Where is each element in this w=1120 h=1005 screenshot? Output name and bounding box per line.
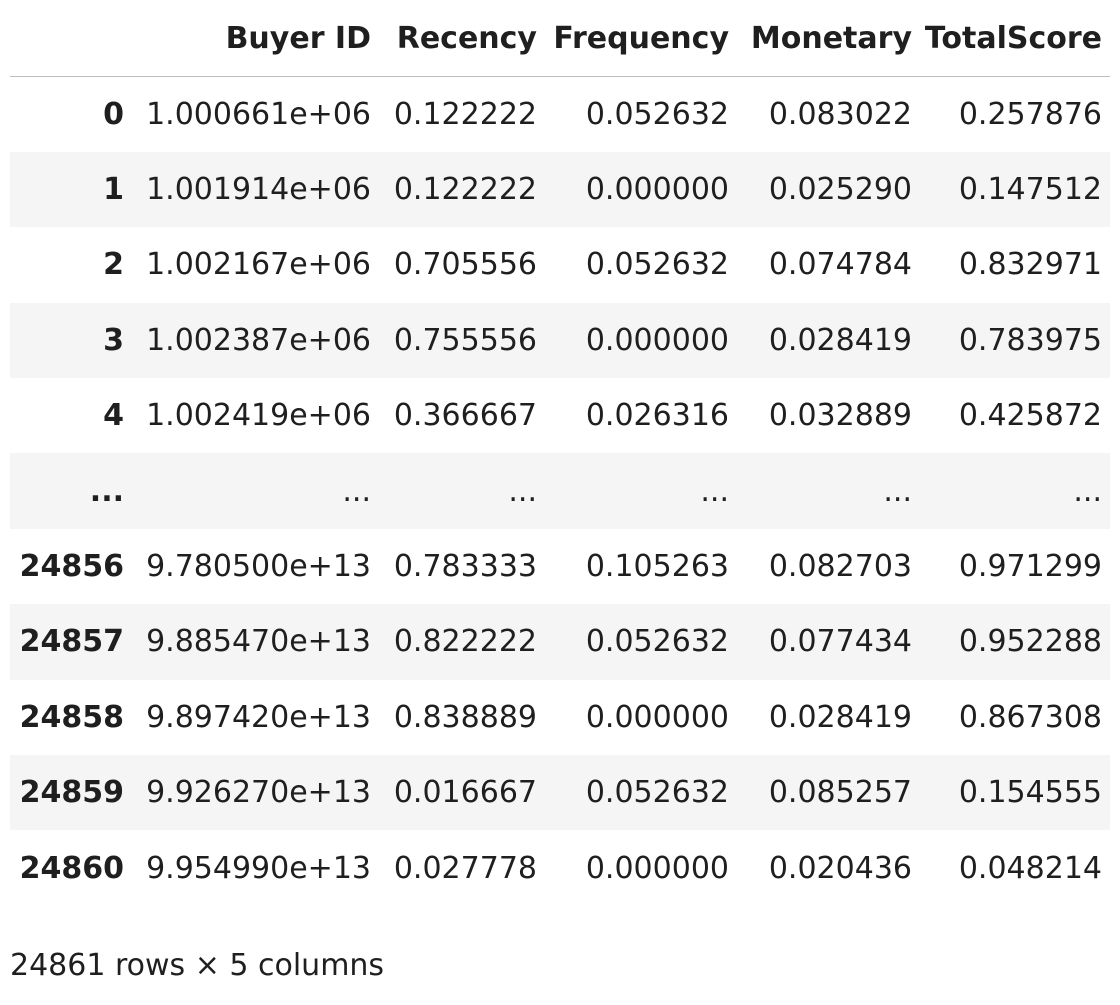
ellipsis-row: ... ... ... ... ... ...	[10, 453, 1110, 529]
cell-buyer-id: 1.002167e+06	[146, 247, 371, 283]
cell-totalscore: 0.425872	[958, 398, 1102, 434]
cell-monetary: 0.082703	[768, 549, 912, 585]
cell-totalscore: 0.783975	[958, 322, 1102, 358]
table-row: 3 1.002387e+06 0.755556 0.000000 0.02841…	[10, 302, 1110, 379]
cell-recency: 0.122222	[393, 96, 537, 132]
column-header-monetary: Monetary	[737, 0, 920, 77]
dataframe-shape-info: 24861 rows × 5 columns	[10, 948, 385, 983]
cell-totalscore: 0.952288	[958, 624, 1102, 660]
table-row: 0 1.000661e+06 0.122222 0.052632 0.08302…	[10, 77, 1110, 152]
row-index: 3	[103, 322, 124, 358]
cell-buyer-id: 1.000661e+06	[146, 96, 371, 132]
cell-recency: 0.822222	[393, 624, 537, 660]
dataframe-table: Buyer ID Recency Frequency Monetary Tota…	[10, 0, 1110, 906]
cell-totalscore: 0.867308	[958, 699, 1102, 735]
cell-totalscore: 0.048214	[958, 850, 1102, 886]
cell-recency: ...	[508, 473, 537, 509]
cell-recency: 0.122222	[393, 172, 537, 208]
table-row: 2 1.002167e+06 0.705556 0.052632 0.07478…	[10, 227, 1110, 302]
cell-recency: 0.705556	[393, 247, 537, 283]
cell-recency: 0.027778	[393, 850, 537, 886]
table-row: 1 1.001914e+06 0.122222 0.000000 0.02529…	[10, 151, 1110, 228]
cell-monetary: 0.025290	[768, 172, 912, 208]
cell-frequency: 0.105263	[585, 549, 729, 585]
cell-totalscore: 0.257876	[958, 96, 1102, 132]
cell-recency: 0.783333	[393, 549, 537, 585]
cell-monetary: 0.074784	[768, 247, 912, 283]
cell-buyer-id: ...	[342, 473, 371, 509]
index-header	[10, 0, 132, 77]
cell-buyer-id: 1.002387e+06	[146, 322, 371, 358]
cell-totalscore: 0.832971	[958, 247, 1102, 283]
cell-buyer-id: 9.885470e+13	[146, 624, 371, 660]
cell-buyer-id: 9.954990e+13	[146, 850, 371, 886]
cell-buyer-id: 9.780500e+13	[146, 549, 371, 585]
cell-totalscore: 0.971299	[958, 549, 1102, 585]
cell-frequency: 0.026316	[585, 398, 729, 434]
header-row: Buyer ID Recency Frequency Monetary Tota…	[10, 0, 1110, 77]
cell-frequency: 0.052632	[585, 624, 729, 660]
row-index: 1	[103, 172, 124, 208]
cell-recency: 0.016667	[393, 775, 537, 811]
cell-recency: 0.755556	[393, 322, 537, 358]
cell-monetary: 0.028419	[768, 322, 912, 358]
row-index: 24859	[19, 775, 124, 811]
cell-monetary: ...	[883, 473, 912, 509]
row-index: 24857	[19, 624, 124, 660]
cell-frequency: 0.000000	[585, 172, 729, 208]
cell-buyer-id: 1.002419e+06	[146, 398, 371, 434]
cell-frequency: 0.000000	[585, 322, 729, 358]
column-header-recency: Recency	[379, 0, 545, 77]
table-row: 24859 9.926270e+13 0.016667 0.052632 0.0…	[10, 755, 1110, 831]
row-index: 24858	[19, 699, 124, 735]
row-index: 2	[103, 247, 124, 283]
cell-monetary: 0.085257	[768, 775, 912, 811]
cell-monetary: 0.077434	[768, 624, 912, 660]
cell-frequency: 0.052632	[585, 247, 729, 283]
row-index: 4	[103, 398, 124, 434]
cell-totalscore: 0.147512	[958, 172, 1102, 208]
table-row: 24857 9.885470e+13 0.822222 0.052632 0.0…	[10, 604, 1110, 680]
table-row: 24860 9.954990e+13 0.027778 0.000000 0.0…	[10, 830, 1110, 905]
cell-monetary: 0.028419	[768, 699, 912, 735]
table-row: 24858 9.897420e+13 0.838889 0.000000 0.0…	[10, 680, 1110, 755]
cell-monetary: 0.032889	[768, 398, 912, 434]
cell-monetary: 0.020436	[768, 850, 912, 886]
cell-buyer-id: 1.001914e+06	[146, 172, 371, 208]
cell-buyer-id: 9.926270e+13	[146, 775, 371, 811]
cell-recency: 0.838889	[393, 699, 537, 735]
dataframe-output: Buyer ID Recency Frequency Monetary Tota…	[10, 0, 1110, 906]
cell-frequency: ...	[700, 473, 729, 509]
table-row: 24856 9.780500e+13 0.783333 0.105263 0.0…	[10, 529, 1110, 604]
column-header-frequency: Frequency	[545, 0, 737, 77]
row-index: 24856	[19, 549, 124, 585]
table-row: 4 1.002419e+06 0.366667 0.026316 0.03288…	[10, 378, 1110, 453]
cell-frequency: 0.052632	[585, 775, 729, 811]
row-index: ...	[89, 473, 124, 509]
cell-totalscore: 0.154555	[958, 775, 1102, 811]
cell-recency: 0.366667	[393, 398, 537, 434]
cell-frequency: 0.000000	[585, 699, 729, 735]
column-header-buyer-id: Buyer ID	[132, 0, 379, 77]
cell-buyer-id: 9.897420e+13	[146, 699, 371, 735]
row-index: 0	[103, 96, 124, 132]
column-header-totalscore: TotalScore	[920, 0, 1110, 77]
cell-frequency: 0.052632	[585, 96, 729, 132]
cell-monetary: 0.083022	[768, 96, 912, 132]
cell-totalscore: ...	[1073, 473, 1102, 509]
cell-frequency: 0.000000	[585, 850, 729, 886]
row-index: 24860	[19, 850, 124, 886]
